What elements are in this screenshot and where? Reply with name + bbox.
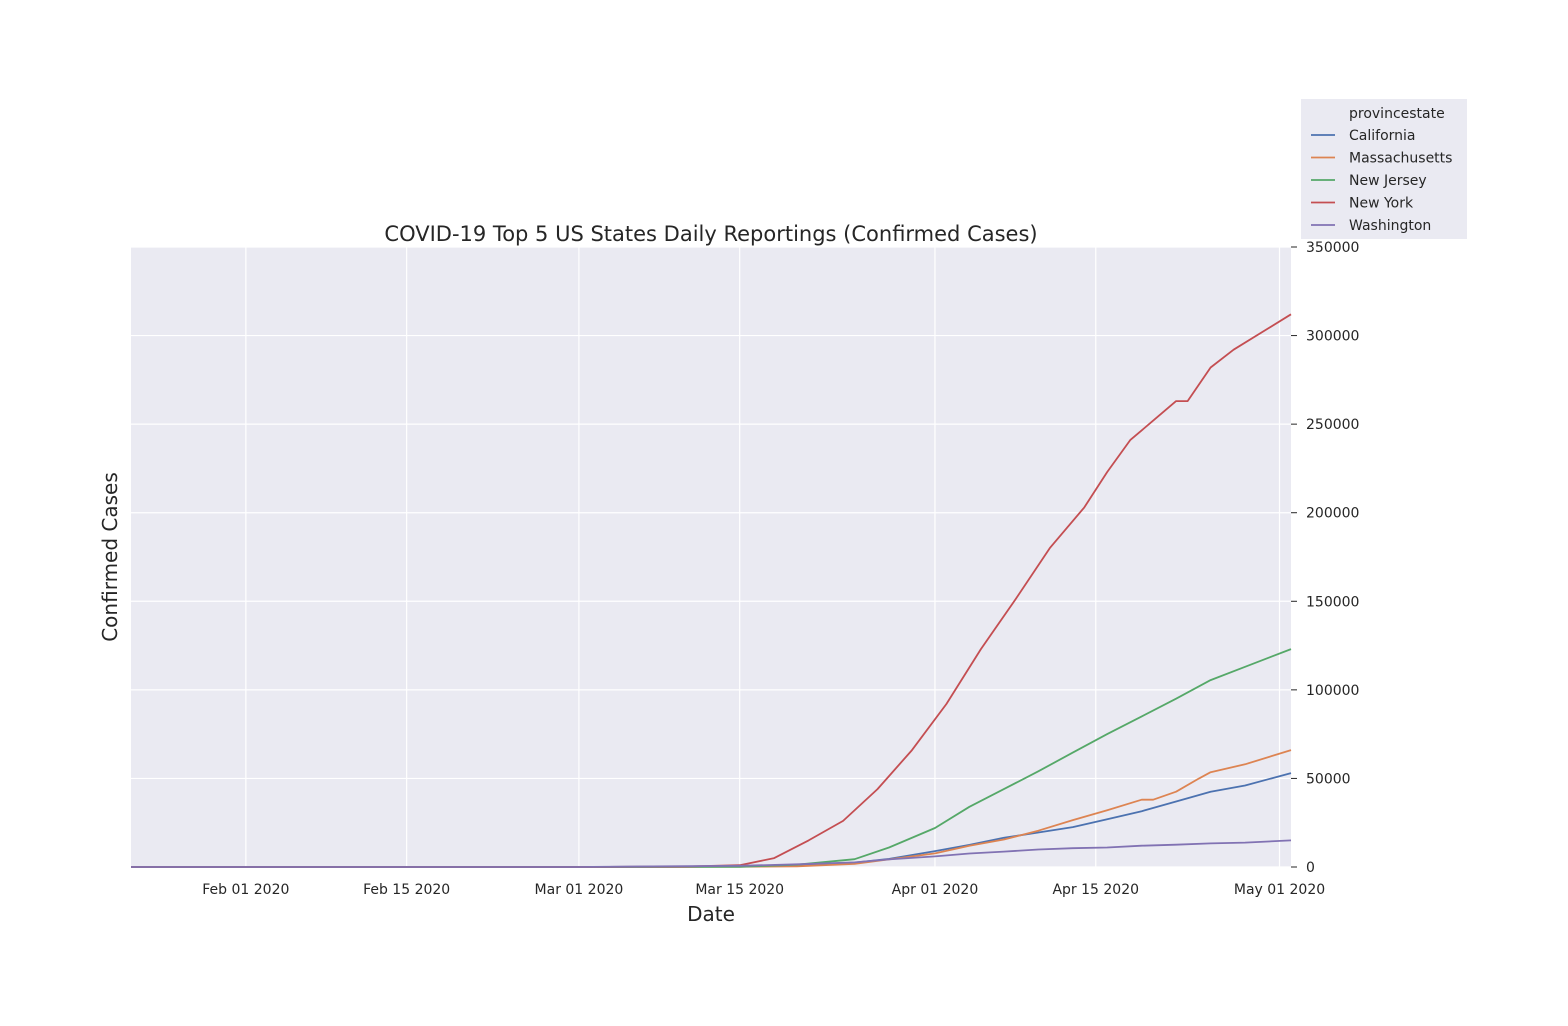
legend-title: provincestate [1349, 106, 1445, 122]
y-axis-label: Confirmed Cases [98, 472, 122, 642]
y-tick-label: 100000 [1306, 683, 1359, 699]
legend-label-new-york: New York [1349, 196, 1414, 212]
series-line-new-york [131, 313, 1292, 868]
x-tick-label: Feb 01 2020 [202, 882, 289, 898]
x-axis-label: Date [687, 902, 735, 926]
x-tick-label: Mar 15 2020 [695, 882, 784, 898]
legend-label-california: California [1349, 128, 1415, 144]
x-tick-label: Mar 01 2020 [535, 882, 624, 898]
x-axis-ticks: Feb 01 2020 Feb 15 2020 Mar 01 2020 Mar 15 … [202, 882, 1325, 898]
series-line-washington [131, 839, 1292, 868]
x-tick-label: Feb 15 2020 [363, 882, 450, 898]
legend-label-washington: Washington [1349, 218, 1431, 234]
y-tick-label: 50000 [1306, 771, 1351, 787]
legend-label-new-jersey: New Jersey [1349, 173, 1427, 189]
y-tick-label: 0 [1306, 860, 1315, 876]
x-tick-label: Apr 15 2020 [1052, 882, 1139, 898]
plot-area [131, 247, 1291, 867]
y-tick-label: 350000 [1306, 240, 1359, 256]
chart-title: COVID-19 Top 5 US States Daily Reporting… [384, 222, 1037, 246]
x-tick-label: May 01 2020 [1234, 882, 1325, 898]
y-axis-ticks: 0 50000 100000 150000 200000 250000 300000 3500… [1291, 240, 1359, 876]
y-tick-label: 200000 [1306, 506, 1359, 522]
grid [131, 246, 1291, 868]
legend-label-massachusetts: Massachusetts [1349, 151, 1452, 167]
y-tick-label: 150000 [1306, 594, 1359, 610]
series-lines [131, 313, 1292, 868]
legend: provincestate California Massachusetts New… [1301, 99, 1467, 239]
y-tick-label: 250000 [1306, 417, 1359, 433]
legend-box [1301, 99, 1467, 239]
x-tick-label: Apr 01 2020 [892, 882, 979, 898]
y-tick-label: 300000 [1306, 329, 1359, 345]
